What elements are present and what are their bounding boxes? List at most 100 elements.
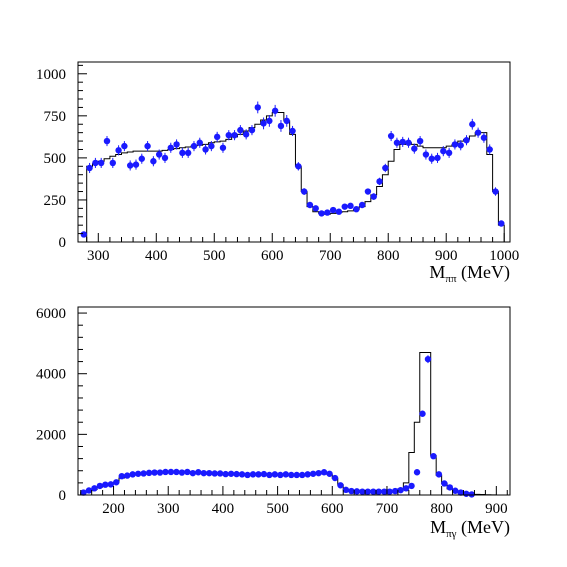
data-marker [329, 206, 337, 214]
x-tick-label: 800 [377, 248, 400, 264]
data-point [382, 163, 389, 173]
data-point [277, 120, 285, 132]
data-marker [227, 470, 235, 477]
data-marker [248, 126, 256, 134]
data-point [109, 157, 116, 168]
data-point [441, 480, 448, 487]
data-marker [161, 154, 169, 162]
data-point [434, 152, 441, 163]
data-point [260, 117, 267, 130]
data-marker [408, 482, 415, 490]
data-point [225, 130, 232, 141]
data-points-mpipi [80, 101, 505, 238]
data-point [405, 137, 412, 148]
data-point [440, 146, 447, 157]
data-marker [225, 131, 232, 139]
data-marker [202, 146, 209, 153]
data-marker [468, 491, 475, 498]
data-marker [353, 488, 361, 495]
data-marker [445, 149, 453, 157]
data-marker [216, 470, 224, 477]
data-point [376, 177, 383, 186]
data-marker [266, 471, 273, 479]
data-point [162, 468, 169, 476]
data-point [118, 473, 125, 480]
x-axis-mpipi: 300 400 500 600 700 800 900 1000 [86, 233, 519, 264]
data-marker [320, 469, 328, 476]
data-marker [208, 142, 215, 150]
data-marker [91, 485, 98, 492]
y-axis-mpipi: 0 250 500 750 1000 [36, 64, 87, 251]
data-marker [348, 487, 355, 495]
data-marker [486, 146, 493, 153]
data-point [222, 470, 229, 478]
data-point [480, 132, 488, 143]
data-marker [288, 471, 295, 479]
data-marker [341, 203, 348, 210]
x-tick-label: 300 [87, 248, 110, 264]
data-marker [126, 162, 134, 169]
data-point [237, 125, 244, 136]
data-marker [222, 470, 229, 478]
data-marker [102, 481, 109, 488]
data-point [96, 482, 104, 490]
data-marker [405, 139, 412, 146]
data-point [393, 137, 401, 148]
data-marker [435, 471, 443, 478]
x-tick-label: 600 [321, 501, 344, 517]
data-marker [424, 355, 432, 363]
data-point [329, 206, 337, 214]
data-marker [402, 485, 410, 492]
data-marker [124, 472, 131, 479]
data-point [300, 188, 308, 195]
data-point [227, 470, 235, 477]
data-point [145, 469, 153, 477]
data-marker [295, 163, 302, 170]
data-marker [381, 488, 388, 495]
data-point [435, 471, 443, 478]
data-point [402, 485, 410, 492]
data-marker [184, 149, 192, 157]
data-marker [277, 471, 284, 479]
data-point [219, 142, 227, 153]
data-marker [416, 137, 424, 145]
data-point [202, 144, 209, 155]
data-point [430, 452, 437, 460]
data-point [408, 482, 415, 490]
data-marker [266, 117, 273, 125]
data-marker [300, 188, 308, 195]
data-marker [189, 469, 197, 477]
data-point [419, 410, 426, 417]
x-tick-label: 300 [157, 501, 180, 517]
data-marker [109, 159, 116, 167]
data-point [320, 469, 328, 476]
data-marker [173, 468, 180, 476]
data-marker [282, 471, 289, 478]
data-point [341, 203, 348, 210]
data-point [451, 139, 459, 150]
data-point [113, 479, 120, 486]
data-marker [129, 471, 136, 478]
data-point [211, 470, 218, 477]
data-point [195, 469, 202, 476]
y-tick-label: 0 [59, 235, 67, 251]
data-point [498, 220, 505, 227]
data-marker [422, 151, 430, 158]
x-axis-title-unit: (MeV) [457, 517, 510, 538]
data-point [422, 149, 430, 160]
data-marker [231, 131, 238, 139]
data-marker [463, 137, 470, 144]
data-point [446, 484, 454, 491]
data-marker [144, 142, 151, 150]
data-point [375, 488, 382, 495]
data-marker [97, 159, 105, 167]
data-marker [167, 144, 174, 151]
data-marker [86, 164, 93, 172]
data-marker [178, 469, 186, 476]
data-point [86, 162, 93, 174]
data-marker [364, 188, 372, 195]
data-marker [335, 208, 343, 215]
data-marker [92, 159, 99, 167]
data-point [445, 147, 453, 158]
